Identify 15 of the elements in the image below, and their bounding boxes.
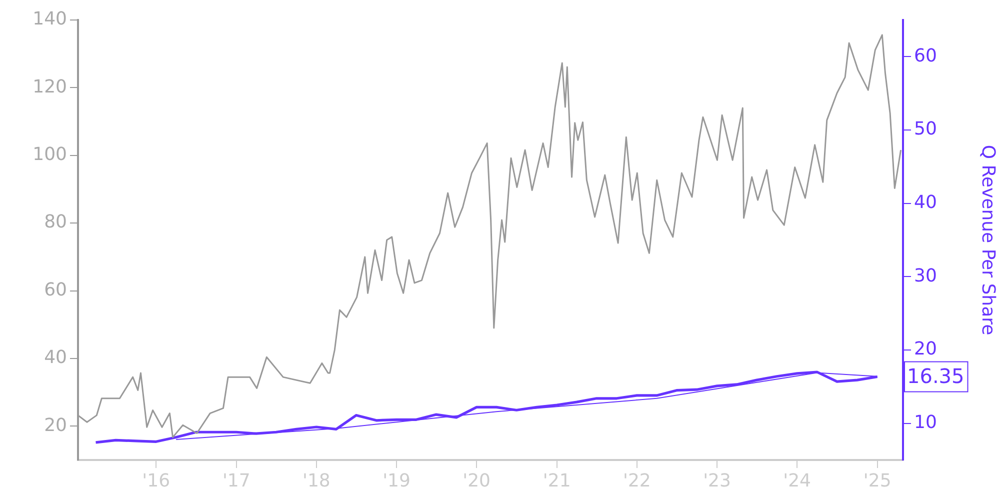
- y2-tick-label: 50: [914, 118, 937, 140]
- y-tick-label: 140: [32, 8, 67, 30]
- y-tick-label: 40: [44, 347, 67, 368]
- y-tick-label: 20: [44, 414, 67, 436]
- data-label: 16.35: [907, 364, 964, 388]
- y-tick-label: 60: [44, 279, 67, 300]
- y2-tick-label: 10: [914, 412, 937, 434]
- y2-tick-label: 20: [914, 338, 937, 360]
- y-tick-label: 120: [32, 76, 67, 98]
- y-tick-label: 80: [44, 212, 67, 233]
- y2-tick-label: 40: [914, 192, 937, 214]
- y2-tick-label: 30: [914, 265, 937, 286]
- y2-tick-label: 60: [914, 45, 937, 66]
- y2-axis-title: Q Revenue Per Share: [978, 144, 999, 336]
- y-tick-label: 100: [32, 144, 67, 166]
